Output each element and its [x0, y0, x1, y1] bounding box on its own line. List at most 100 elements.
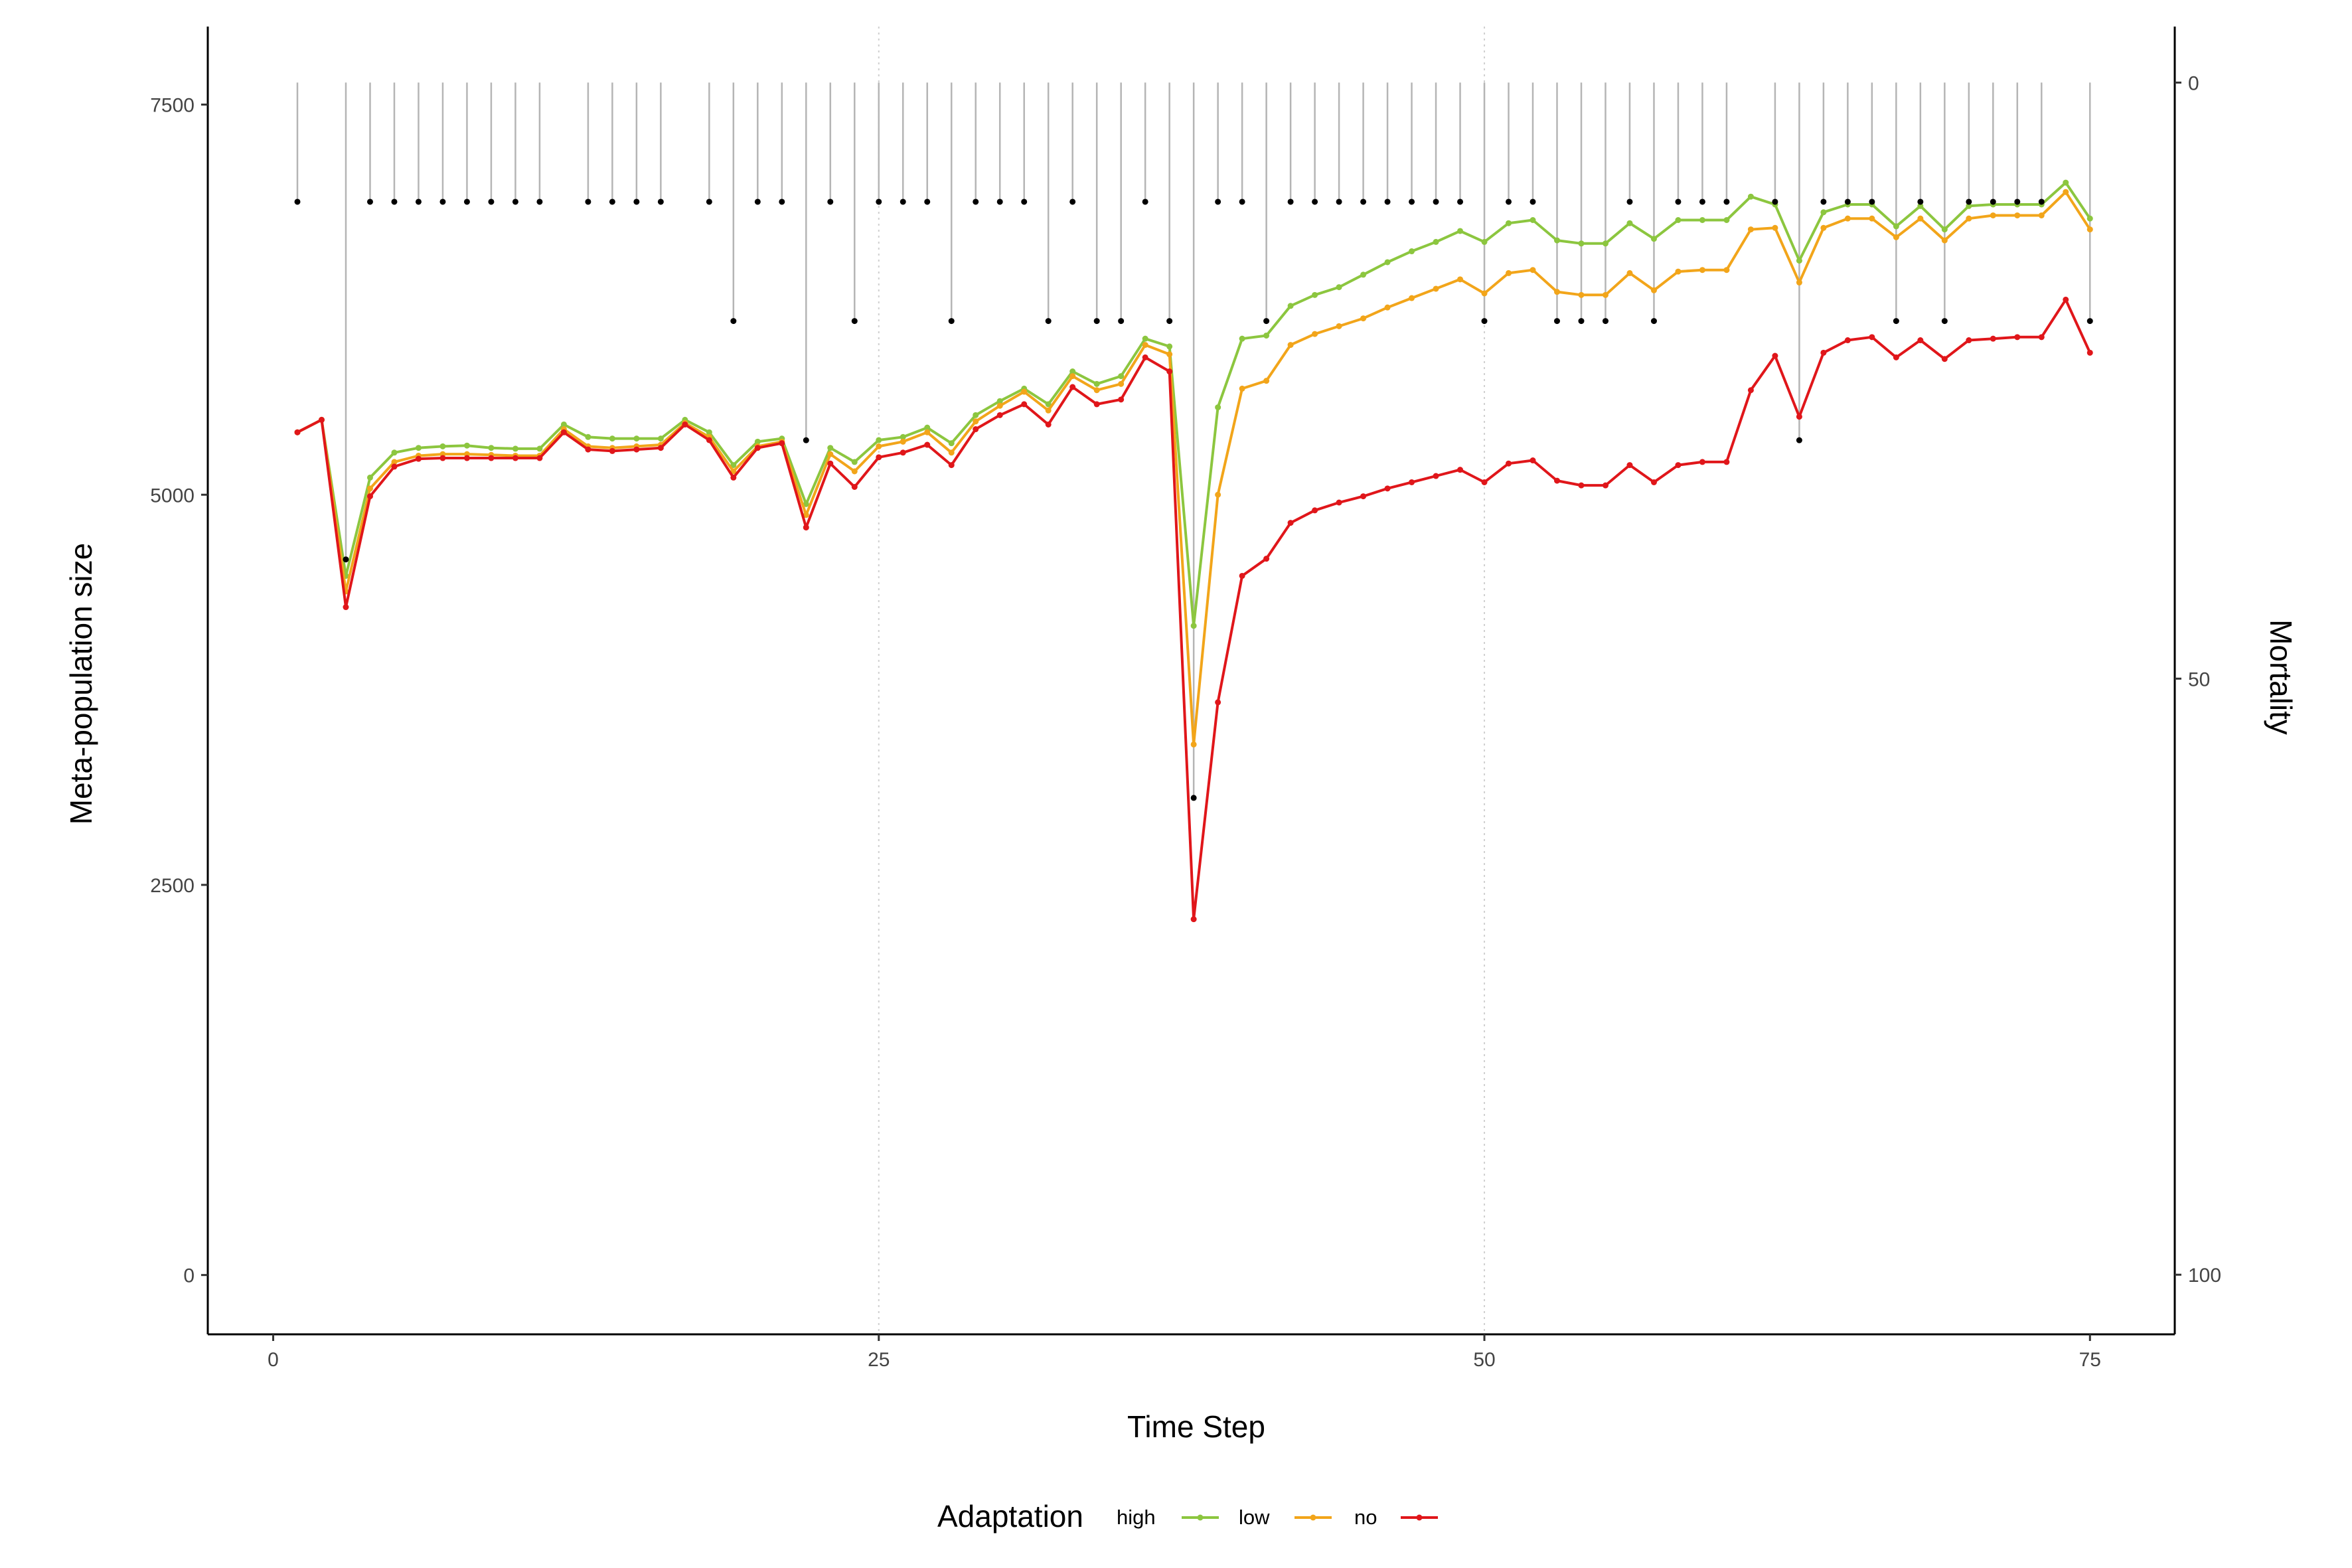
data-point-no: [609, 447, 615, 454]
data-point-high: [851, 459, 858, 465]
data-point-no: [851, 483, 858, 490]
mortality-point: [1506, 198, 1512, 205]
data-point-no: [1941, 356, 1948, 362]
mortality-point: [730, 318, 737, 325]
data-point-low: [1215, 491, 1221, 498]
axes: [206, 27, 2176, 1336]
data-point-low: [2014, 212, 2021, 218]
data-point-high: [560, 421, 567, 428]
mortality-point: [1384, 198, 1391, 205]
data-point-no: [439, 455, 446, 461]
mortality-point: [512, 198, 518, 205]
y2-ticks: 0 50 100: [2175, 72, 2221, 1287]
data-point-no: [900, 449, 906, 456]
data-point-low: [1506, 270, 1512, 276]
data-point-no: [973, 426, 979, 433]
y-tick-label: 2500: [150, 875, 195, 897]
data-point-no: [2063, 296, 2069, 303]
data-point-low: [1069, 373, 1076, 380]
data-point-low: [1796, 279, 1802, 286]
data-point-no: [1190, 916, 1197, 923]
y-tick-label: 7500: [150, 95, 195, 117]
data-point-low: [1747, 226, 1754, 233]
data-point-high: [803, 501, 809, 507]
mortality-point: [1287, 198, 1294, 205]
data-point-high: [1820, 209, 1827, 216]
data-point-high: [1239, 335, 1245, 342]
mortality-point: [1142, 198, 1148, 205]
mortality-point: [2038, 198, 2045, 205]
data-point-low: [1142, 342, 1148, 349]
data-point-high: [1069, 368, 1076, 375]
data-point-no: [827, 460, 834, 467]
data-point-high: [754, 438, 761, 445]
data-point-high: [1045, 401, 1052, 408]
mortality-point: [1190, 795, 1197, 801]
data-point-high: [706, 429, 712, 435]
data-point-no: [2086, 349, 2093, 356]
data-point-no: [560, 429, 567, 435]
data-point-no: [1069, 384, 1076, 390]
data-point-low: [1869, 215, 1875, 222]
data-point-high: [1578, 240, 1585, 247]
data-point-low: [1336, 323, 1342, 329]
mortality-point: [1941, 318, 1948, 325]
data-point-high: [1506, 220, 1512, 226]
legend-label-low: low: [1239, 1506, 1270, 1529]
data-point-low: [1578, 291, 1585, 298]
mortality-point: [779, 198, 785, 205]
mortality-point: [366, 198, 373, 205]
data-point-no: [1578, 482, 1585, 489]
data-point-no: [1142, 354, 1148, 360]
data-point-high: [439, 443, 446, 449]
data-point-low: [996, 402, 1003, 409]
mortality-point: [1239, 198, 1245, 205]
data-point-no: [633, 446, 640, 453]
mortality-point: [1554, 318, 1561, 325]
data-point-high: [1650, 236, 1657, 242]
data-point-low: [1650, 287, 1657, 293]
mortality-point: [1215, 198, 1221, 205]
data-point-high: [973, 412, 979, 418]
mortality-point: [1723, 198, 1730, 205]
data-point-high: [633, 435, 640, 442]
legend-label-high: high: [1117, 1506, 1156, 1529]
legend-item-low: low: [1239, 1506, 1332, 1529]
legend-key-no-point: [1416, 1514, 1423, 1521]
mortality-point: [1166, 318, 1173, 325]
mortality-point: [1772, 198, 1778, 205]
mortality-point: [657, 198, 664, 205]
y2-axis-title: Mortality: [2264, 619, 2298, 735]
data-point-low: [1893, 234, 1899, 240]
data-point-high: [415, 445, 422, 451]
data-point-no: [319, 416, 325, 423]
data-point-no: [1626, 462, 1633, 469]
data-point-no: [1772, 353, 1778, 359]
legend: Adaptation high low no: [937, 1499, 1438, 1533]
data-point-high: [924, 424, 931, 431]
legend-key-low-point: [1310, 1514, 1316, 1521]
data-point-no: [779, 440, 785, 447]
mortality-point: [1409, 198, 1415, 205]
mortality-point: [1578, 318, 1585, 325]
mortality-point: [754, 198, 761, 205]
y-tick-label: 5000: [150, 485, 195, 507]
y2-tick-label: 50: [2188, 668, 2210, 690]
data-point-low: [1966, 215, 1972, 222]
data-point-high: [1336, 284, 1342, 291]
mortality-point: [706, 198, 712, 205]
mortality-point: [1021, 198, 1028, 205]
data-point-high: [1287, 303, 1294, 309]
data-point-no: [512, 455, 518, 461]
data-point-high: [1966, 202, 1972, 209]
data-point-low: [730, 468, 737, 475]
data-point-high: [1190, 623, 1197, 629]
mortality-point: [1118, 318, 1125, 325]
data-point-no: [803, 524, 809, 531]
data-point-no: [1990, 335, 1996, 342]
data-point-no: [366, 493, 373, 500]
data-point-low: [1093, 387, 1100, 394]
x-ticks: 0 25 50 75: [268, 1334, 2101, 1371]
